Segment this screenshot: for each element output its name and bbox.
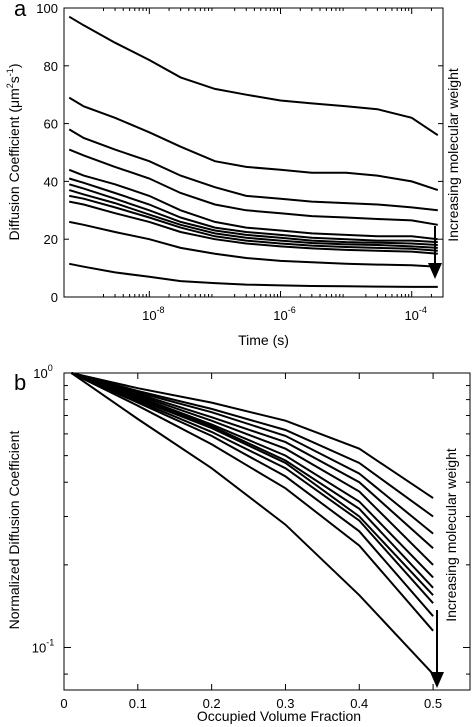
series-line-3: [68, 128, 438, 212]
series-line-5: [71, 372, 434, 566]
plot-frame: [63, 7, 444, 298]
x-tick-label: 0.3: [276, 696, 294, 711]
series-line-1: [71, 372, 434, 499]
x-tick-label-exponent: -6: [288, 305, 296, 315]
y-axis-label-part: Diffusion Coefficient (: [6, 108, 22, 241]
panel-label-b: b: [14, 370, 26, 395]
y-axis-label-part: μm: [6, 88, 22, 108]
x-tick-label: 0.4: [350, 696, 368, 711]
y-tick-label: 20: [44, 232, 58, 247]
y-axis-label-part: -1: [5, 68, 15, 76]
series-line-6: [68, 177, 438, 244]
y-axis-label-part: s: [6, 76, 22, 83]
series-line-9: [69, 194, 438, 252]
series-line-9: [71, 372, 434, 604]
series-line-8: [71, 372, 434, 596]
series-line-3: [71, 372, 434, 535]
series-line-12: [70, 372, 434, 675]
y-tick-label: 60: [44, 117, 58, 132]
y-tick-label-exponent: -1: [46, 637, 54, 647]
series-line-8: [68, 189, 438, 249]
panel-label-a: a: [14, 0, 27, 21]
series-line-10: [70, 372, 434, 617]
x-tick-label: 10-8: [142, 305, 164, 323]
series-line-2: [71, 372, 434, 518]
series-line-2: [68, 96, 439, 192]
series-line-7: [68, 183, 438, 246]
series-line-7: [71, 372, 434, 589]
x-axis-label: Time (s): [238, 332, 289, 348]
plot-frame: [63, 372, 471, 691]
y-tick-label: 100: [33, 363, 52, 381]
x-axis-label: Occupied Volume Fraction: [197, 708, 361, 724]
y-tick-label: 100: [36, 1, 58, 16]
x-tick-label: 0.5: [424, 696, 442, 711]
y-tick-label: 0: [51, 290, 58, 305]
y-tick-label-base: 10: [32, 640, 46, 655]
series-line-4: [68, 148, 438, 226]
x-tick-label: 10-6: [273, 305, 295, 323]
y-tick-label: 80: [44, 59, 58, 74]
series-line-6: [71, 372, 434, 579]
series-line-1: [68, 15, 439, 137]
annotation-arrow-head: [428, 263, 442, 279]
series-line-11: [69, 220, 438, 268]
y-axis-label-part: 2: [5, 83, 15, 88]
annotation-arrow-head: [430, 672, 444, 688]
x-tick-label-exponent: -8: [157, 305, 165, 315]
x-tick-label: 0.2: [203, 696, 221, 711]
y-tick-label-base: 10: [33, 366, 47, 381]
series-line-5: [68, 168, 438, 241]
y-tick-label: 10-1: [32, 637, 54, 655]
x-tick-label: 0.1: [129, 696, 147, 711]
y-tick-label-exponent: 0: [48, 363, 53, 373]
x-tick-label-exponent: -4: [419, 305, 427, 315]
x-tick-label-base: 10: [273, 308, 287, 323]
series-line-4: [71, 372, 434, 549]
x-tick-label-base: 10: [404, 308, 418, 323]
x-tick-label: 10-4: [404, 305, 426, 323]
annotation-label: Increasing molecular weight: [443, 448, 459, 622]
x-tick-label-base: 10: [142, 308, 156, 323]
y-tick-label: 40: [44, 174, 58, 189]
x-tick-label: 0: [60, 696, 67, 711]
y-axis-label: Diffusion Coefficient (μm2s-1): [5, 64, 22, 241]
series-line-10: [69, 200, 438, 255]
y-axis-label-part: ): [6, 64, 22, 69]
y-axis-label: Normalized Diffusion Coefficient: [6, 431, 22, 630]
series-line-11: [70, 372, 434, 632]
annotation-label: Increasing molecular weight: [445, 68, 461, 242]
series-line-12: [69, 262, 438, 288]
